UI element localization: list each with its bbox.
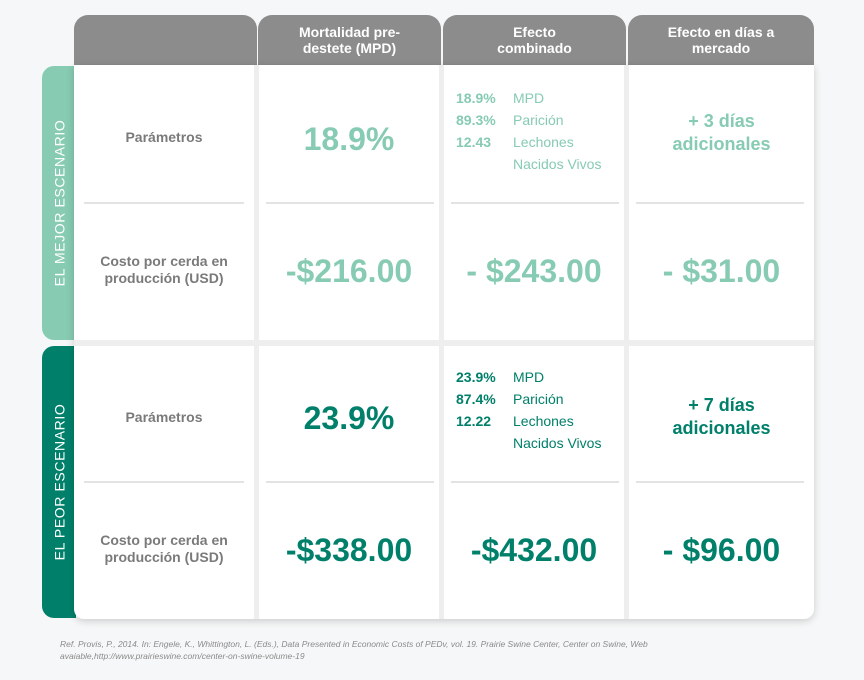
row-label-parameters-best-text: Parámetros [125, 128, 203, 145]
reference-note: Ref. Provis, P., 2014. In: Engele, K., W… [60, 638, 800, 662]
header-mpd: Mortalidad pre-destete (MPD) [258, 15, 441, 65]
best-combined-list: 18.9% MPD 89.3% Parición 12.43 Lechones … [456, 87, 626, 175]
best-cost-combined-text: - $243.00 [466, 252, 602, 289]
row-divider [451, 202, 619, 204]
reference-line-2: avaiable,http://www.prairieswine.com/cen… [60, 651, 305, 661]
row-divider [636, 481, 804, 483]
list-item: 12.43 Lechones [456, 131, 626, 153]
combined-value: 12.43 [456, 134, 492, 150]
side-label-worst: EL PEOR ESCENARIO [42, 346, 76, 618]
combined-value: 12.22 [456, 413, 492, 429]
best-cost-days-text: - $31.00 [662, 252, 781, 289]
row-divider [266, 481, 434, 483]
header-combined: Efecto combinado [443, 15, 626, 65]
list-item: 87.4% Parición [456, 388, 626, 410]
list-item: Nacidos Vivos [456, 432, 626, 454]
list-item: 23.9% MPD [456, 366, 626, 388]
header-mpd-text: Mortalidad pre-destete (MPD) [298, 24, 401, 56]
header-days: Efecto en días a mercado [628, 15, 814, 65]
worst-mpd-value: 23.9% [259, 379, 439, 457]
combined-text: Lechones [513, 413, 574, 429]
list-item: 18.9% MPD [456, 87, 626, 109]
header-days-text: Efecto en días a mercado [667, 24, 775, 56]
section-divider [74, 340, 814, 346]
side-label-best-text: EL MEJOR ESCENARIO [51, 119, 67, 287]
row-divider [84, 202, 244, 204]
row-label-cost-worst-text: Costo por cerda en producción (USD) [100, 532, 228, 565]
row-label-parameters-worst: Parámetros [74, 380, 254, 454]
row-divider [266, 202, 434, 204]
combined-text: Nacidos Vivos [513, 435, 602, 451]
row-label-parameters-worst-text: Parámetros [125, 408, 203, 425]
combined-value: 87.4% [456, 391, 496, 407]
best-days-line2: adicionales [672, 134, 771, 154]
list-item: Nacidos Vivos [456, 153, 626, 175]
combined-text: MPD [513, 90, 545, 106]
worst-cost-days-text: - $96.00 [662, 531, 781, 568]
row-label-parameters-best: Parámetros [74, 100, 254, 174]
row-divider [84, 481, 244, 483]
best-cost-mpd-text: -$216.00 [285, 252, 413, 289]
row-label-cost-best-text: Costo por cerda en producción (USD) [100, 253, 228, 286]
worst-cost-combined: -$432.00 [444, 511, 624, 589]
list-item: 89.3% Parición [456, 109, 626, 131]
row-label-cost-worst: Costo por cerda en producción (USD) [84, 514, 244, 584]
side-label-worst-text: EL PEOR ESCENARIO [51, 403, 68, 561]
best-cost-days: - $31.00 [629, 232, 814, 310]
header-combined-text: Efecto combinado [497, 24, 572, 56]
worst-cost-mpd-text: -$338.00 [285, 531, 413, 568]
worst-combined-list: 23.9% MPD 87.4% Parición 12.22 Lechones … [456, 366, 626, 454]
best-mpd-value: 18.9% [259, 100, 439, 178]
best-mpd-value-text: 18.9% [303, 120, 395, 157]
worst-days-effect: + 7 días adicionales [629, 389, 814, 445]
row-divider [451, 481, 619, 483]
side-label-best: EL MEJOR ESCENARIO [42, 66, 76, 340]
combined-text: Parición [513, 112, 564, 128]
best-cost-combined: - $243.00 [444, 232, 624, 310]
combined-value: 23.9% [456, 369, 496, 385]
worst-days-line1: + 7 días [688, 395, 755, 415]
best-days-effect: + 3 días adicionales [629, 105, 814, 161]
worst-mpd-value-text: 23.9% [303, 399, 395, 436]
combined-text: MPD [513, 369, 545, 385]
reference-line-1: Ref. Provis, P., 2014. In: Engele, K., W… [60, 639, 648, 649]
worst-cost-days: - $96.00 [629, 511, 814, 589]
combined-value [456, 432, 513, 454]
combined-text: Nacidos Vivos [513, 156, 602, 172]
best-days-line1: + 3 días [688, 111, 755, 131]
worst-cost-combined-text: -$432.00 [470, 531, 598, 568]
worst-days-line2: adicionales [672, 418, 771, 438]
worst-cost-mpd: -$338.00 [259, 511, 439, 589]
header-empty-tab [74, 15, 257, 65]
combined-value: 18.9% [456, 90, 496, 106]
combined-value: 89.3% [456, 112, 496, 128]
list-item: 12.22 Lechones [456, 410, 626, 432]
row-label-cost-best: Costo por cerda en producción (USD) [84, 235, 244, 305]
combined-text: Lechones [513, 134, 574, 150]
combined-text: Parición [513, 391, 564, 407]
best-cost-mpd: -$216.00 [259, 232, 439, 310]
row-divider [636, 202, 804, 204]
combined-value [456, 153, 513, 175]
